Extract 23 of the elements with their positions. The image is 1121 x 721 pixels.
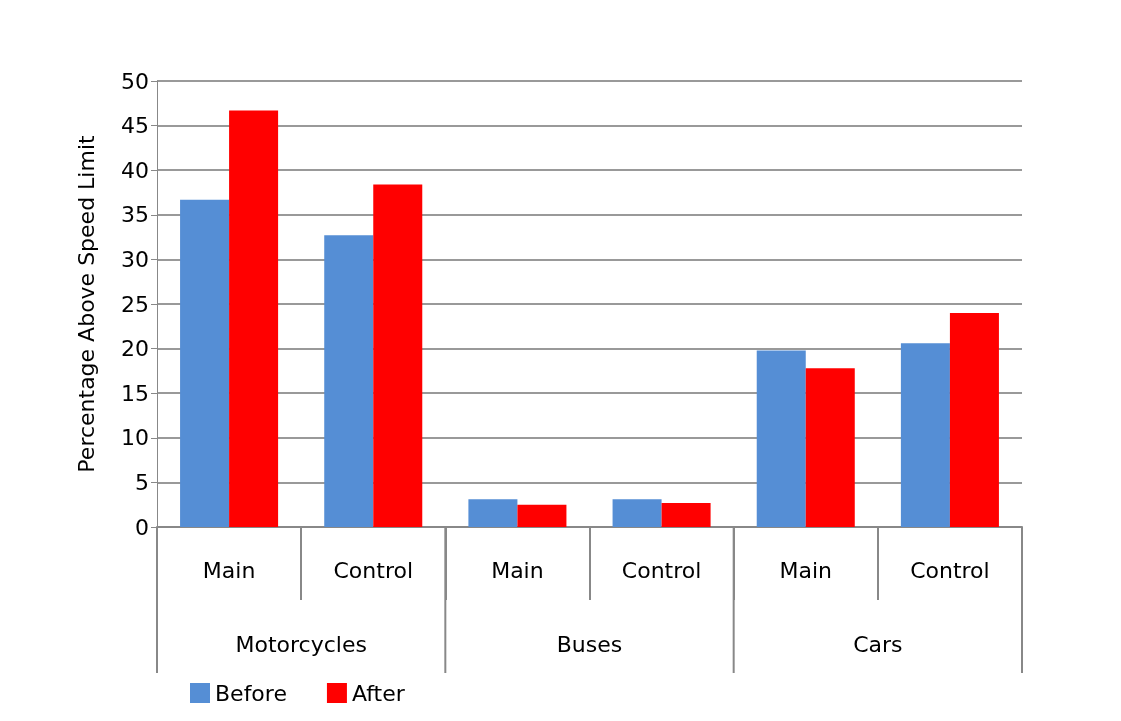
y-tick-label: 10 — [121, 425, 149, 451]
y-tick-label: 50 — [121, 68, 149, 94]
y-tick-label: 30 — [121, 246, 149, 272]
x-tick-label: Main — [202, 557, 256, 583]
legend-label: After — [351, 680, 406, 706]
x-tick-label: Control — [910, 557, 990, 583]
y-tick-label: 40 — [121, 157, 149, 183]
x-tick-label: Main — [491, 557, 544, 583]
y-tick-label: 0 — [135, 514, 149, 540]
x-tick-label: Control — [333, 557, 414, 583]
x-tick-label: Control — [621, 557, 702, 583]
y-tick-label: 35 — [121, 202, 149, 228]
text: Cars — [853, 631, 903, 657]
text: Buses — [556, 631, 623, 657]
y-tick-label: 45 — [121, 113, 149, 139]
y-tick-label: 25 — [121, 291, 149, 317]
x-tick-label: Main — [779, 557, 833, 583]
y-tick-label: 20 — [121, 336, 149, 362]
legend-label: Before — [215, 680, 287, 706]
y-tick-label: 5 — [135, 469, 149, 495]
y-axis-title: Percentage Above Speed Limit — [73, 134, 99, 473]
text: Motorcycles — [235, 631, 367, 657]
y-tick-label: 15 — [121, 380, 149, 406]
